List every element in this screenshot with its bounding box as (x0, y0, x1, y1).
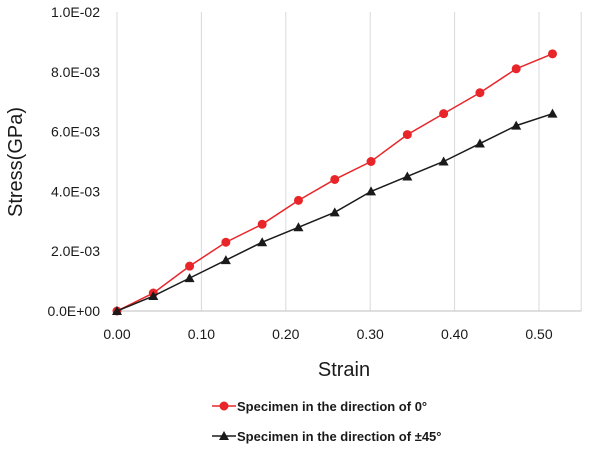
x-tick-label: 0.10 (188, 326, 215, 342)
data-point (366, 186, 377, 196)
y-axis-title: Stress(GPa) (5, 107, 27, 217)
x-axis-ticks: 0.00 0.10 0.20 0.30 0.40 0.50 (103, 326, 552, 342)
legend-marker-circle-icon (219, 401, 229, 411)
legend-marker-triangle-icon (219, 431, 229, 440)
x-tick-label: 0.50 (525, 326, 552, 342)
data-point (257, 237, 268, 247)
y-tick-label: 2.0E-03 (51, 243, 100, 259)
data-point (548, 49, 558, 59)
legend-item-45deg: Specimen in the direction of ±45° (212, 429, 441, 444)
data-point (112, 306, 122, 315)
data-point (511, 120, 522, 130)
y-axis-ticks: 0.0E+00 2.0E-03 4.0E-03 6.0E-03 8.0E-03 1.0E-… (47, 4, 100, 319)
data-point (330, 174, 340, 184)
data-point (329, 207, 340, 217)
data-point (439, 109, 449, 119)
y-tick-label: 0.0E+00 (47, 303, 100, 319)
x-tick-label: 0.30 (357, 326, 384, 342)
data-point (474, 138, 485, 148)
data-point (257, 219, 267, 229)
data-point (184, 273, 195, 283)
data-point (148, 291, 159, 301)
y-tick-label: 1.0E-02 (51, 4, 100, 20)
data-point (220, 255, 231, 265)
data-point (293, 222, 304, 232)
y-tick-label: 4.0E-03 (51, 183, 100, 199)
data-point (185, 261, 195, 271)
data-point (221, 237, 231, 247)
legend-label-0deg: Specimen in the direction of 0° (237, 399, 427, 414)
x-axis-title: Strain (318, 359, 370, 381)
data-point (402, 130, 412, 140)
legend-item-0deg: Specimen in the direction of 0° (212, 399, 427, 414)
data-point (511, 64, 521, 74)
grid (116, 12, 582, 311)
x-tick-label: 0.40 (441, 326, 468, 342)
data-point (475, 88, 485, 98)
series-layer (112, 49, 558, 316)
y-tick-label: 8.0E-03 (51, 64, 100, 80)
legend: Specimen in the direction of 0° Specimen… (212, 399, 441, 444)
x-tick-label: 0.20 (272, 326, 299, 342)
data-point (547, 108, 558, 118)
x-tick-label: 0.00 (103, 326, 130, 342)
data-point (293, 195, 303, 205)
data-point (366, 157, 376, 166)
legend-label-45deg: Specimen in the direction of ±45° (237, 429, 441, 444)
data-point (402, 171, 413, 181)
y-tick-label: 6.0E-03 (51, 124, 100, 140)
data-point (438, 156, 449, 166)
